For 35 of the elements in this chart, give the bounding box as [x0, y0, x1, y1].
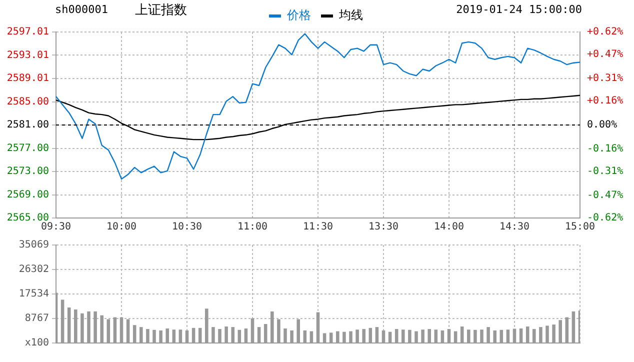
- y2-tick-label: +0.62%: [587, 26, 624, 38]
- y-tick-label: 2573.00: [6, 166, 49, 178]
- y-tick-label: 2589.01: [6, 73, 49, 84]
- x-tick-label: 11:00: [237, 222, 268, 233]
- x-tick-label: 14:30: [499, 222, 530, 233]
- y-tick-label: 2577.00: [6, 142, 49, 154]
- text: sh000001: [55, 3, 108, 16]
- x-tick-label: 15:00: [564, 222, 596, 233]
- chart-title: 上证指数: [135, 2, 187, 19]
- y2-tick-label: +0.47%: [587, 49, 624, 60]
- y2-tick-label: -0.47%: [587, 190, 624, 202]
- x-tick-label: 14:00: [434, 222, 464, 233]
- y-tick-label: 8767: [24, 313, 49, 324]
- y2-tick-label: +0.31%: [587, 73, 624, 84]
- x-tick-label: 10:00: [106, 222, 137, 233]
- y2-tick-label: 0.00%: [587, 120, 618, 131]
- x-tick-label: 10:30: [172, 222, 202, 233]
- y-tick-label: 2597.01: [6, 26, 49, 38]
- y-tick-label: 17534: [18, 288, 49, 300]
- x-tick-label: 09:30: [40, 222, 72, 233]
- y-tick-label: 26302: [18, 264, 49, 276]
- y2-tick-label: -0.16%: [587, 144, 624, 155]
- text: 2019-01-24 15:00:00: [456, 3, 582, 16]
- y-tick-label: x100: [24, 338, 49, 349]
- y-tick-label: 2593.01: [6, 50, 49, 61]
- legend-label: 价格: [286, 8, 311, 22]
- x-tick-label: 13:30: [368, 222, 399, 233]
- x-tick-label: 11:30: [302, 222, 334, 233]
- legend-label: 均线: [338, 8, 363, 22]
- y-tick-label: 2585.00: [6, 96, 49, 108]
- y-tick-label: 2581.00: [6, 120, 49, 131]
- y-tick-label: 2569.00: [6, 189, 49, 200]
- y2-tick-label: +0.16%: [587, 96, 624, 107]
- y2-tick-label: -0.31%: [587, 166, 624, 178]
- y-tick-label: 35069: [18, 240, 49, 251]
